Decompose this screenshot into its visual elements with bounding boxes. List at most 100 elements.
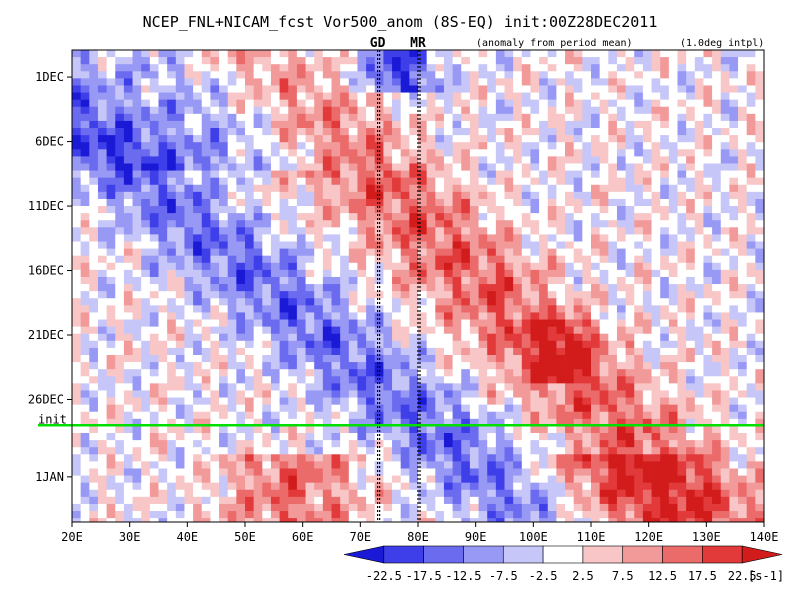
field-cell	[443, 475, 453, 484]
field-cell	[616, 312, 626, 320]
field-cell	[409, 177, 419, 186]
field-cell	[193, 319, 203, 328]
field-cell	[383, 354, 393, 363]
field-cell	[210, 78, 220, 86]
field-cell	[409, 85, 419, 93]
field-cell	[651, 255, 661, 264]
field-cell	[340, 149, 350, 157]
field-cell	[565, 64, 575, 72]
field-cell	[608, 191, 618, 200]
field-cell	[210, 397, 220, 406]
field-cell	[547, 191, 557, 200]
field-cell	[409, 64, 419, 72]
field-cell	[755, 78, 764, 86]
field-cell	[668, 142, 678, 150]
field-cell	[556, 213, 566, 221]
field-cell	[634, 383, 644, 391]
field-cell	[521, 454, 531, 462]
field-cell	[418, 177, 428, 186]
field-cell	[591, 262, 601, 271]
field-cell	[755, 170, 764, 179]
field-cell	[426, 248, 436, 257]
field-cell	[253, 92, 263, 101]
field-cell	[556, 57, 566, 65]
field-cell	[158, 248, 168, 257]
field-cell	[72, 326, 82, 335]
field-cell	[400, 177, 410, 186]
field-cell	[184, 163, 194, 171]
field-cell	[755, 312, 764, 320]
field-cell	[521, 440, 531, 448]
field-cell	[738, 220, 748, 228]
field-cell	[608, 418, 618, 427]
field-cell	[461, 50, 471, 58]
field-cell	[495, 120, 505, 129]
field-cell	[677, 156, 687, 164]
field-cell	[296, 489, 306, 498]
field-cell	[331, 113, 341, 122]
field-cell	[392, 128, 402, 136]
field-cell	[305, 64, 315, 72]
field-cell	[478, 326, 488, 335]
field-cell	[340, 241, 350, 250]
field-cell	[262, 85, 272, 93]
field-cell	[340, 78, 350, 86]
field-cell	[435, 383, 445, 391]
field-cell	[443, 284, 453, 292]
field-cell	[158, 269, 168, 278]
field-cell	[383, 404, 393, 413]
field-cell	[175, 106, 185, 115]
field-cell	[158, 354, 168, 363]
field-cell	[106, 291, 116, 299]
field-cell	[227, 255, 237, 264]
field-cell	[677, 206, 687, 214]
field-cell	[236, 362, 246, 370]
field-cell	[305, 113, 315, 122]
field-cell	[712, 291, 722, 299]
field-cell	[392, 340, 402, 349]
field-cell	[322, 475, 332, 484]
field-cell	[227, 298, 237, 306]
field-cell	[357, 170, 367, 179]
field-cell	[686, 390, 696, 398]
field-cell	[513, 149, 523, 157]
field-cell	[149, 312, 159, 320]
field-cell	[158, 468, 168, 476]
field-cell	[565, 113, 575, 122]
field-cell	[227, 220, 237, 228]
field-cell	[530, 198, 540, 207]
field-cell	[383, 206, 393, 214]
field-cell	[149, 284, 159, 292]
field-cell	[418, 418, 428, 427]
field-cell	[123, 255, 133, 264]
field-cell	[530, 454, 540, 462]
field-cell	[366, 425, 376, 434]
field-cell	[694, 177, 704, 186]
field-cell	[322, 269, 332, 278]
field-cell	[80, 50, 90, 58]
field-cell	[89, 163, 99, 171]
field-cell	[625, 347, 635, 356]
field-cell	[123, 425, 133, 434]
field-cell	[331, 262, 341, 271]
field-cell	[236, 340, 246, 349]
field-cell	[115, 191, 125, 200]
field-cell	[331, 390, 341, 398]
field-cell	[296, 333, 306, 342]
field-cell	[634, 71, 644, 79]
field-cell	[184, 71, 194, 79]
field-cell	[703, 298, 713, 306]
field-cell	[746, 276, 756, 285]
field-cell	[201, 113, 211, 122]
field-cell	[487, 397, 497, 406]
field-cell	[383, 425, 393, 434]
field-cell	[305, 99, 315, 108]
field-cell	[495, 468, 505, 476]
field-cell	[694, 418, 704, 427]
field-cell	[443, 220, 453, 228]
field-cell	[582, 354, 592, 363]
field-cell	[193, 128, 203, 136]
field-cell	[322, 440, 332, 448]
field-cell	[106, 376, 116, 384]
field-cell	[80, 92, 90, 101]
